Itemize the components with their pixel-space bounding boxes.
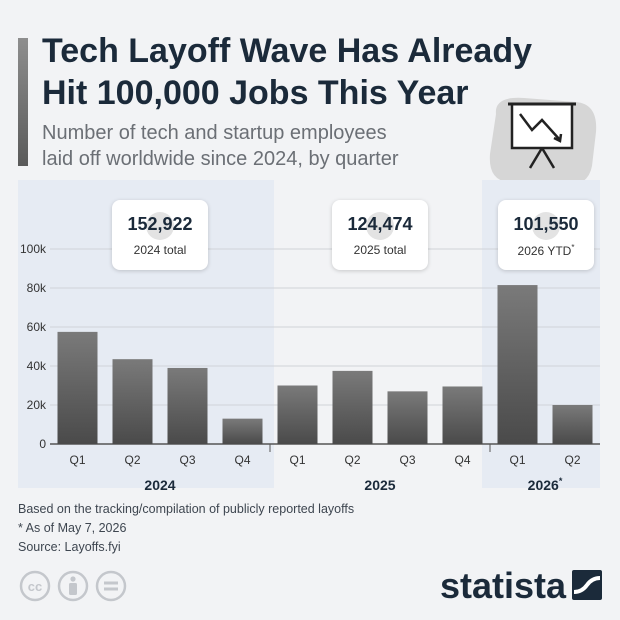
- bar: [277, 385, 318, 444]
- title-line-1: Tech Layoff Wave Has Already: [42, 32, 533, 70]
- source-note: Source: Layoffs.fyi: [18, 540, 121, 554]
- subtitle: Number of tech and startup employees lai…: [42, 120, 462, 172]
- callout-dot: [532, 212, 560, 240]
- no-derivatives-icon: [95, 570, 127, 602]
- bar: [167, 367, 208, 444]
- statista-logo[interactable]: statista: [440, 562, 610, 606]
- bar: [497, 285, 538, 444]
- y-tick-label: 100k: [20, 242, 47, 256]
- callout-label: 2025 total: [353, 243, 407, 257]
- x-tick-label: Q1: [289, 453, 305, 467]
- x-tick-label: Q3: [399, 453, 415, 467]
- callout-label: 2026 YTD*: [517, 243, 575, 258]
- year-label: 2025: [364, 477, 395, 490]
- presentation-chart-icon: [484, 92, 604, 192]
- year-label: 2024: [144, 477, 175, 490]
- callout-value: 101,550: [513, 214, 579, 234]
- bar: [112, 359, 153, 444]
- bar: [332, 370, 373, 444]
- brand-wordmark: statista: [440, 565, 567, 606]
- attribution-icon: [57, 570, 89, 602]
- callout-2025: 124,474 2025 total: [332, 200, 428, 270]
- date-note: * As of May 7, 2026: [18, 521, 127, 535]
- bar: [387, 391, 428, 444]
- callout-2024: 152,922 2024 total: [112, 200, 208, 270]
- y-tick-label: 20k: [27, 398, 47, 412]
- cc-icon: cc: [19, 570, 51, 602]
- callout-value: 152,922: [127, 214, 193, 234]
- x-tick-label: Q2: [564, 453, 580, 467]
- y-tick-label: 0: [39, 437, 46, 451]
- page-title: Tech Layoff Wave Has Already Hit 100,000…: [42, 30, 582, 114]
- y-tick-label: 80k: [27, 281, 47, 295]
- svg-text:cc: cc: [28, 579, 42, 594]
- y-tick-label: 60k: [27, 320, 47, 334]
- statista-logo-icon: [572, 570, 602, 600]
- subtitle-line-2: laid off worldwide since 2024, by quarte…: [42, 148, 399, 170]
- y-tick-label: 40k: [27, 359, 47, 373]
- x-tick-label: Q2: [124, 453, 140, 467]
- year-label: 2026*: [528, 476, 563, 490]
- callout-value: 124,474: [347, 214, 413, 234]
- callout-2026: 101,550 2026 YTD*: [498, 200, 594, 270]
- x-tick-label: Q1: [69, 453, 85, 467]
- license-icons: cc: [18, 569, 138, 603]
- x-tick-label: Q1: [509, 453, 525, 467]
- methodology-note: Based on the tracking/compilation of pub…: [18, 502, 355, 516]
- bar: [552, 405, 593, 444]
- title-accent-bar: [18, 38, 28, 166]
- x-tick-label: Q4: [454, 453, 470, 467]
- chart-area: 0 20k 40k 60k 80k 100k Q1 Q2 Q3 Q4 Q1 Q2 Q3 Q4 Q1 Q2 202…: [0, 180, 620, 493]
- bar: [57, 331, 98, 444]
- x-tick-label: Q2: [344, 453, 360, 467]
- footnotes: Based on the tracking/compilation of pub…: [18, 500, 354, 557]
- subtitle-line-1: Number of tech and startup employees: [42, 122, 387, 144]
- callout-label: 2024 total: [133, 243, 187, 257]
- x-tick-label: Q4: [234, 453, 250, 467]
- x-tick-label: Q3: [179, 453, 195, 467]
- callout-dot: [146, 212, 174, 240]
- bar: [442, 386, 483, 444]
- title-line-2: Hit 100,000 Jobs This Year: [42, 74, 469, 112]
- callout-dot: [366, 212, 394, 240]
- bar: [222, 418, 263, 444]
- year-footnote-marker: *: [559, 476, 563, 486]
